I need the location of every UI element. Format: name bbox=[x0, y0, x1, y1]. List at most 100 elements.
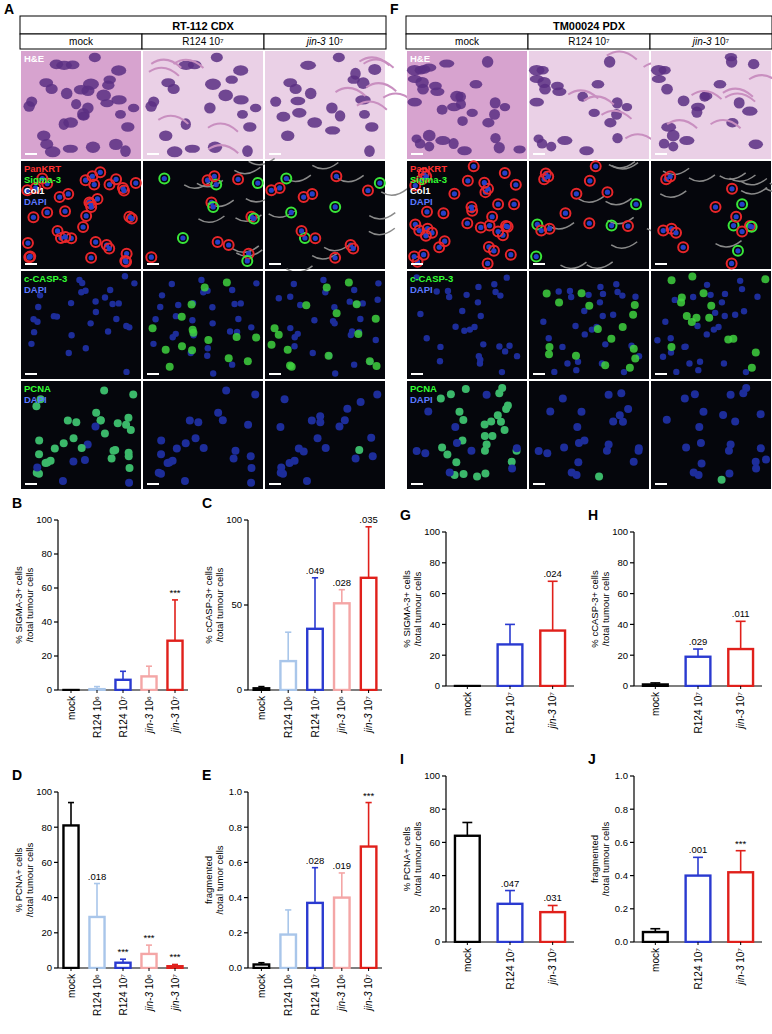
if-collagen bbox=[579, 196, 605, 202]
if-nucleus bbox=[335, 422, 343, 430]
x-tick-label: R124 10⁶ bbox=[283, 696, 294, 738]
x-tick bbox=[315, 690, 316, 693]
y-tick-label: 0.4 bbox=[615, 870, 628, 881]
y-tick bbox=[442, 624, 446, 625]
if-background bbox=[21, 381, 141, 489]
bar bbox=[728, 649, 753, 686]
if-casp bbox=[286, 362, 294, 370]
bar bbox=[307, 629, 323, 690]
he-nucleus bbox=[424, 142, 434, 152]
if-nucleus bbox=[504, 274, 510, 280]
if-nucleus bbox=[219, 416, 227, 424]
if-collagen bbox=[198, 216, 224, 222]
if-nucleus bbox=[563, 211, 568, 216]
he-nucleus bbox=[678, 95, 690, 106]
y-axis-title-line: fragmented bbox=[203, 856, 214, 904]
if-nucleus bbox=[152, 316, 158, 322]
y-tick bbox=[54, 689, 58, 690]
x-tick-label: R124 10⁶ bbox=[283, 974, 294, 1016]
micrograph bbox=[265, 161, 407, 272]
title-box bbox=[406, 16, 772, 34]
if-casp bbox=[244, 357, 252, 365]
text-italic: jin-3 bbox=[363, 991, 374, 1012]
he-nucleus bbox=[39, 78, 53, 87]
if-cell bbox=[253, 178, 263, 188]
if-casp bbox=[631, 301, 639, 309]
he-nucleus bbox=[250, 104, 261, 113]
column-label: R124 10⁷ bbox=[568, 36, 610, 47]
if-nucleus bbox=[155, 469, 163, 477]
if-nucleus bbox=[698, 460, 706, 468]
y-axis-title-line: % PCNA+ cells bbox=[401, 826, 412, 891]
he-nucleus bbox=[71, 99, 81, 109]
if-nucleus bbox=[276, 295, 282, 301]
bar bbox=[540, 631, 565, 686]
plot-marks bbox=[643, 851, 753, 942]
if-nucleus bbox=[126, 324, 132, 330]
x-tick-label: jin-3 10⁷ bbox=[735, 692, 746, 731]
y-axis-title-line: /total tumour cells bbox=[600, 822, 611, 897]
text-italic: jin-3 bbox=[305, 36, 326, 47]
p-value: .028 bbox=[333, 577, 352, 588]
y-tick bbox=[442, 875, 446, 876]
if-nucleus bbox=[478, 313, 484, 319]
scale-bar bbox=[655, 263, 667, 265]
error-cap bbox=[120, 958, 126, 960]
x-tick bbox=[341, 968, 342, 971]
if-nucleus bbox=[212, 174, 217, 179]
if-nucleus bbox=[365, 188, 370, 193]
he-nucleus bbox=[530, 75, 544, 83]
he-nucleus bbox=[439, 59, 454, 67]
if-nucleus bbox=[757, 410, 765, 418]
he-nucleus bbox=[408, 75, 422, 83]
text-part: 10⁷ bbox=[712, 36, 730, 47]
x-tick bbox=[123, 968, 124, 971]
error-stem bbox=[697, 649, 699, 657]
if-nucleus bbox=[572, 323, 578, 329]
if-cell bbox=[727, 258, 737, 268]
if-cell bbox=[531, 252, 541, 262]
he-nucleus bbox=[109, 139, 123, 150]
if-nucleus bbox=[347, 298, 353, 304]
if-nucleus bbox=[593, 164, 598, 169]
y-tick-label: 40 bbox=[429, 870, 440, 881]
if-nucleus bbox=[695, 423, 703, 431]
error-stem bbox=[96, 884, 98, 917]
y-tick bbox=[244, 519, 248, 520]
he-stroma bbox=[208, 124, 238, 132]
if-nucleus bbox=[412, 254, 417, 259]
bar bbox=[643, 684, 668, 686]
p-value: *** bbox=[143, 932, 154, 943]
x-tick-label: mock bbox=[650, 947, 661, 972]
he-nucleus bbox=[161, 78, 175, 87]
error-cap bbox=[650, 928, 660, 930]
he-stroma bbox=[359, 57, 389, 65]
if-nucleus bbox=[31, 215, 36, 220]
if-nucleus bbox=[269, 188, 274, 193]
y-tick bbox=[244, 932, 248, 933]
if-nucleus bbox=[200, 444, 208, 452]
if-nucleus bbox=[125, 479, 133, 487]
y-tick bbox=[54, 791, 58, 792]
error-cap bbox=[505, 624, 515, 626]
if-nucleus bbox=[731, 417, 739, 425]
y-tick-label: 100 bbox=[36, 786, 52, 797]
if-nucleus bbox=[35, 304, 41, 310]
he-nucleus bbox=[218, 90, 233, 102]
if-nucleus bbox=[121, 188, 126, 193]
if-nucleus bbox=[84, 213, 89, 218]
if-nucleus bbox=[725, 447, 733, 455]
y-axis-title: fragmented/total tumour cells bbox=[589, 822, 611, 897]
if-nucleus bbox=[540, 319, 546, 325]
if-nucleus bbox=[108, 454, 116, 462]
if-nucleus bbox=[417, 311, 423, 317]
if-nucleus bbox=[95, 196, 100, 201]
x-tick bbox=[123, 690, 124, 693]
if-nucleus bbox=[123, 259, 128, 264]
he-nucleus bbox=[56, 61, 72, 70]
micrograph bbox=[143, 51, 263, 159]
he-stroma bbox=[625, 134, 655, 142]
error-bar bbox=[736, 621, 746, 649]
if-nucleus bbox=[609, 417, 617, 425]
y-axis-title: % SIGMA-3+ cells/total tumour cells bbox=[401, 570, 423, 648]
